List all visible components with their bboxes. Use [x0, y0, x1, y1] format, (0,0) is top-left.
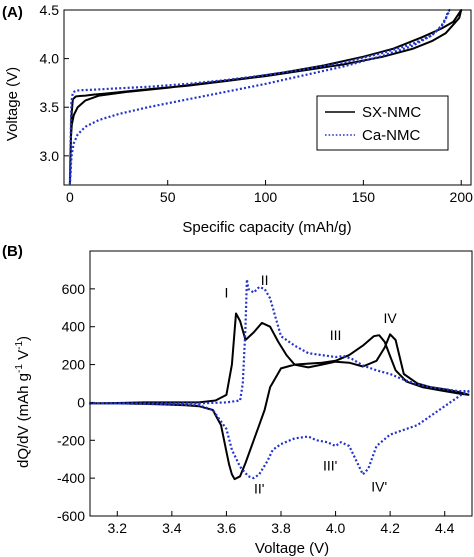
panel-b-annotation: III: [330, 327, 342, 343]
panel-b-annotation: IV: [384, 310, 398, 326]
panel-b-series-sx-nmc: [89, 312, 470, 481]
legend: SX-NMC Ca-NMC: [316, 95, 449, 151]
panel-a-y-tick-label: 4.0: [40, 51, 60, 67]
legend-label-ca-nmc: Ca-NMC: [362, 127, 420, 144]
panel-b-annotation: III': [323, 458, 337, 474]
panel-a-ticks: 0 50 100 150 200 3.0 3.5 4.0 4.5: [40, 2, 474, 205]
panel-a-x-tick-label: 0: [66, 189, 74, 205]
panel-a-x-tick-label: 200: [450, 189, 474, 205]
panel-b-y-tick-label: 0: [77, 394, 85, 410]
panel-a-frame: [63, 9, 472, 186]
panel-b-x-tick-label: 3.4: [162, 520, 182, 536]
panel-a-x-tick-label: 150: [352, 189, 376, 205]
panel-a: (A) Voltage (V) Specific capacity (mAh/g…: [2, 2, 473, 236]
panel-b-x-tick-label: 4.2: [380, 520, 400, 536]
panel-b-x-tick-label: 3.8: [271, 520, 291, 536]
legend-label-sx-nmc: SX-NMC: [362, 104, 421, 121]
panel-a-y-tick-label: 3.0: [40, 148, 60, 164]
panel-b-series-ca-nmc: [88, 278, 470, 480]
panel-b-y-tick-label: 600: [62, 281, 86, 297]
panel-b-y-tick-label: 400: [62, 319, 86, 335]
panel-a-y-tick-label: 3.5: [40, 99, 60, 115]
panel-b-annotation: I: [224, 284, 228, 300]
panel-b-annotation: II: [261, 272, 269, 288]
panel-a-ylabel: Voltage (V): [4, 67, 21, 141]
panel-b-annotation: II': [254, 480, 264, 496]
panel-b-y-tick-label: -400: [57, 470, 85, 486]
panel-b-x-tick-label: 4.0: [326, 520, 346, 536]
legend-box: [316, 95, 449, 151]
panel-b-y-tick-label: -200: [57, 432, 85, 448]
panel-a-series-ca-nmc: [68, 8, 451, 185]
panel-b: (B) dQ/dV (mAh g-1 V-1) Voltage (V) 3.2 3…: [2, 243, 473, 557]
panel-b-x-tick-label: 3.6: [217, 520, 237, 536]
panel-b-ylabel: dQ/dV (mAh g-1 V-1): [14, 336, 32, 468]
panel-b-annotation: IV': [371, 478, 387, 494]
panel-b-y-tick-label: 200: [62, 357, 86, 373]
panel-b-frame: [89, 250, 473, 517]
panel-b-series: [88, 278, 470, 481]
panel-a-y-tick-label: 4.5: [40, 2, 60, 18]
panel-a-label: (A): [2, 4, 23, 21]
panel-b-label: (B): [2, 243, 23, 260]
panel-b-x-tick-label: 4.4: [435, 520, 455, 536]
panel-a-x-tick-label: 50: [160, 189, 176, 205]
panel-b-x-tick-label: 3.2: [108, 520, 128, 536]
panel-a-x-tick-label: 100: [254, 189, 278, 205]
panel-b-xlabel: Voltage (V): [255, 540, 329, 557]
panel-a-xlabel: Specific capacity (mAh/g): [182, 219, 351, 236]
panel-b-y-tick-label: -600: [57, 508, 85, 524]
panel-b-ticks: 3.2 3.4 3.6 3.8 4.0 4.2 4.4 -600 -400 -200 0 200 400…: [57, 281, 455, 536]
